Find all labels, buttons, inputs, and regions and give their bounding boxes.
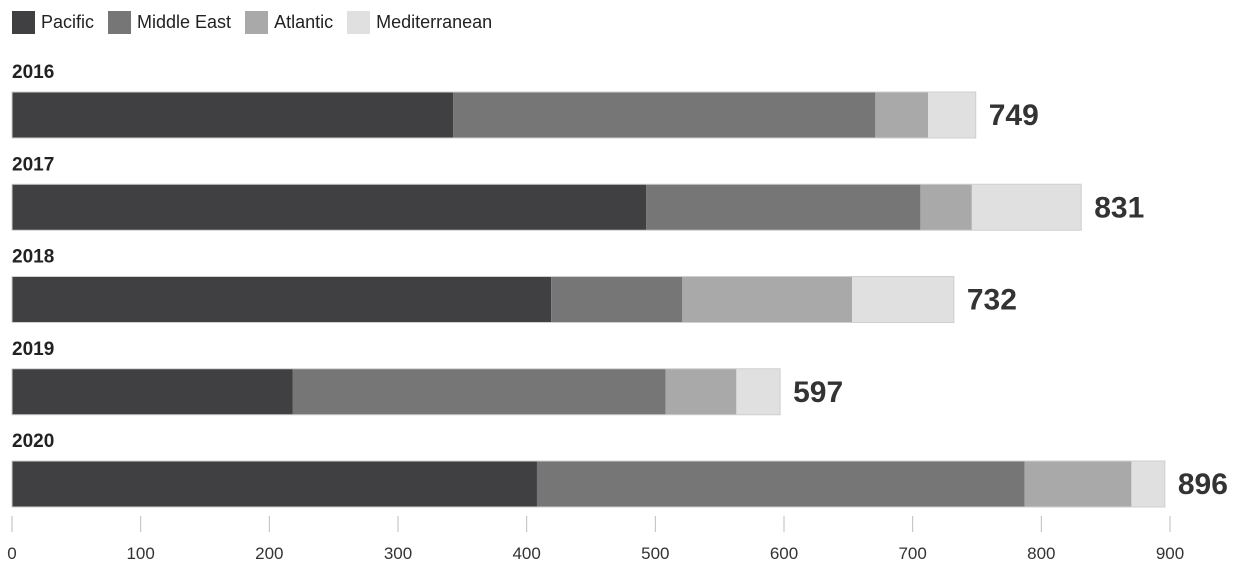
legend-swatch (12, 10, 35, 34)
legend-label: Middle East (137, 11, 232, 32)
legend: Pacific Middle East Atlantic Mediterranean (12, 9, 506, 35)
bar-total-label: 896 (1178, 468, 1228, 501)
year-label: 2020 (12, 431, 54, 452)
x-tick-label: 0 (7, 544, 16, 563)
bar-segment-middle-east (292, 368, 666, 415)
bar-segment-pacific (12, 276, 552, 323)
x-tick-label: 900 (1156, 544, 1184, 563)
bar-segment-mediterranean (971, 184, 1082, 231)
bar-segment-pacific (12, 92, 454, 138)
x-tick-label: 800 (1027, 544, 1055, 563)
legend-swatch (347, 10, 371, 34)
bar-total-label: 749 (989, 99, 1039, 132)
bar-segment-middle-east (551, 276, 683, 323)
year-label: 2017 (12, 154, 54, 175)
bar-outline (11, 276, 955, 323)
bar-outline (11, 460, 1166, 508)
legend-label: Pacific (41, 11, 95, 32)
bar-outline (11, 91, 977, 139)
legend-label: Mediterranean (376, 11, 493, 32)
bar-segment-middle-east (646, 184, 921, 231)
bar-segment-pacific (12, 184, 647, 231)
bar-segment-mediterranean (928, 92, 976, 138)
bar-segment-middle-east (536, 461, 1025, 507)
bar-segment-mediterranean (852, 276, 954, 323)
legend-item: Atlantic (245, 10, 334, 34)
bar-segment-pacific (12, 461, 537, 507)
bar-total-label: 732 (967, 284, 1017, 317)
x-tick-label: 100 (126, 544, 154, 563)
year-label: 2019 (12, 339, 54, 360)
x-tick-label: 700 (898, 544, 926, 563)
bar-segment-atlantic (665, 368, 737, 415)
bar-segment-atlantic (920, 184, 972, 231)
legend-item: Mediterranean (347, 10, 493, 34)
bar-segment-pacific (12, 368, 293, 415)
x-tick-label: 200 (255, 544, 283, 563)
bar-total-label: 597 (793, 376, 843, 409)
bar-outline (11, 183, 1082, 231)
bar-segment-middle-east (453, 92, 876, 138)
year-label: 2018 (12, 247, 54, 268)
legend-item: Pacific (12, 10, 95, 34)
legend-swatch (245, 10, 269, 34)
legend-label: Atlantic (274, 11, 334, 32)
legend-swatch (108, 10, 132, 34)
x-tick-label: 600 (770, 544, 798, 563)
bar-segment-atlantic (875, 92, 929, 138)
bar-segment-mediterranean (736, 368, 781, 415)
x-tick-label: 500 (641, 544, 669, 563)
x-tick-label: 400 (512, 544, 540, 563)
bar-segment-atlantic (682, 276, 853, 323)
bar-total-label: 831 (1094, 191, 1144, 224)
x-tick-label: 300 (384, 544, 412, 563)
bar-outline (11, 368, 781, 416)
year-label: 2016 (12, 62, 54, 83)
bar-segment-atlantic (1024, 461, 1132, 507)
legend-item: Middle East (108, 10, 232, 34)
bar-segment-mediterranean (1131, 461, 1165, 507)
